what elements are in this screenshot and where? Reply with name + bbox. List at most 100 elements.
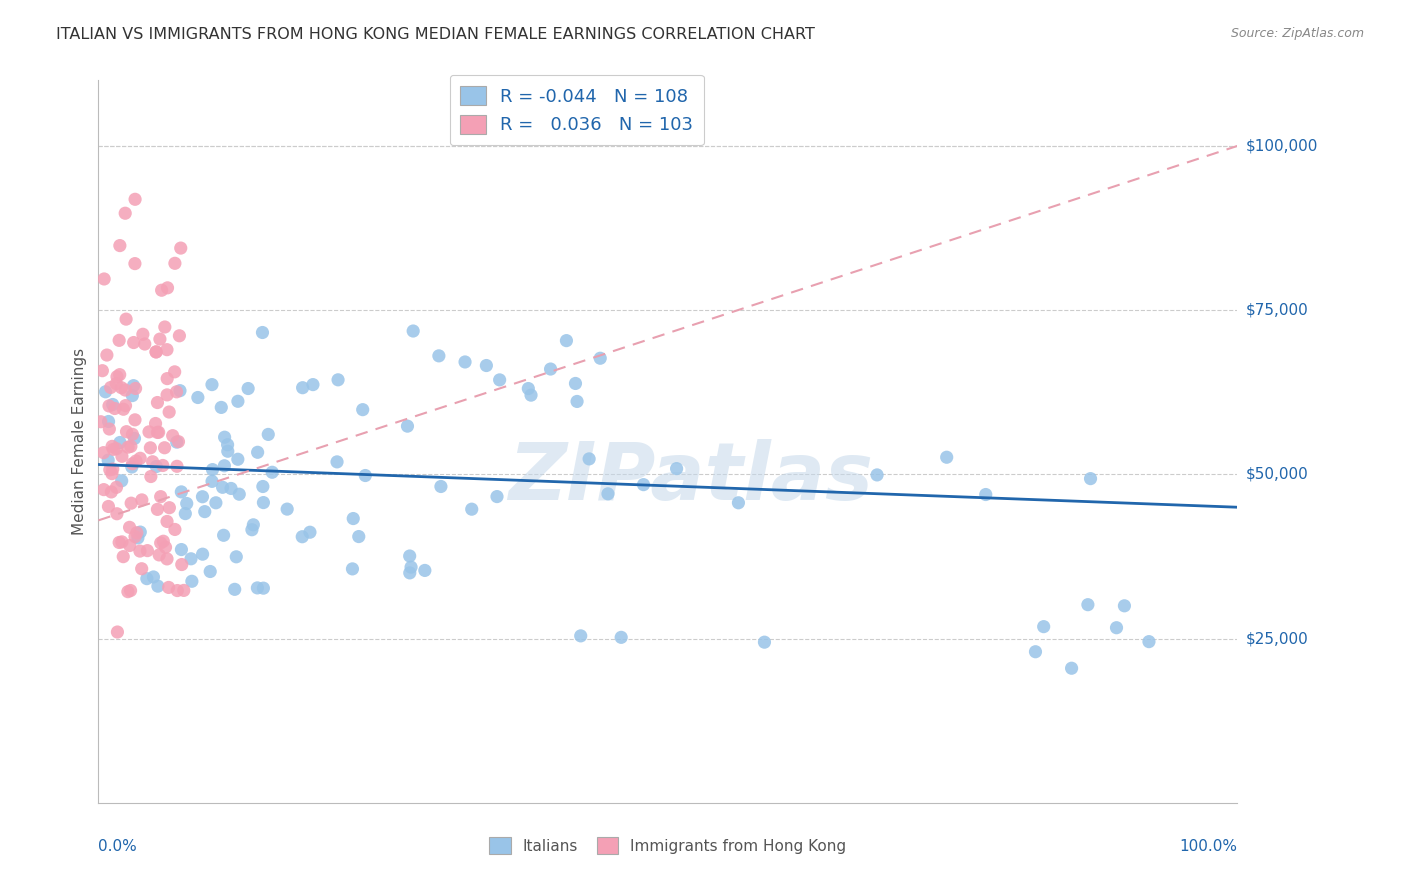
Point	[100, 380, 122, 394]
Text: ITALIAN VS IMMIGRANTS FROM HONG KONG MEDIAN FEMALE EARNINGS CORRELATION CHART: ITALIAN VS IMMIGRANTS FROM HONG KONG MED…	[56, 27, 815, 42]
Point	[124, 413, 146, 427]
Point	[564, 376, 586, 391]
Point	[201, 475, 224, 489]
Point	[97, 415, 120, 429]
Point	[131, 562, 153, 576]
Point	[111, 474, 134, 488]
Point	[108, 368, 131, 382]
Point	[114, 399, 136, 413]
Point	[866, 467, 889, 482]
Point	[125, 454, 148, 468]
Y-axis label: Median Female Earnings: Median Female Earnings	[72, 348, 87, 535]
Point	[101, 462, 124, 476]
Point	[115, 425, 138, 439]
Point	[170, 484, 193, 499]
Point	[352, 402, 374, 417]
Point	[252, 326, 274, 340]
Point	[1105, 621, 1128, 635]
Point	[326, 455, 349, 469]
Point	[191, 490, 214, 504]
Point	[105, 480, 128, 494]
Point	[169, 384, 191, 398]
Point	[149, 536, 172, 550]
Point	[569, 629, 592, 643]
Point	[201, 377, 224, 392]
Point	[93, 483, 115, 497]
Point	[1114, 599, 1136, 613]
Point	[115, 312, 138, 326]
Point	[555, 334, 578, 348]
Point	[610, 631, 633, 645]
Point	[101, 397, 124, 411]
Point	[98, 463, 121, 477]
Point	[155, 541, 177, 555]
Point	[108, 535, 131, 549]
Point	[520, 388, 543, 402]
Point	[246, 445, 269, 459]
Point	[129, 525, 152, 540]
Point	[146, 579, 169, 593]
Point	[347, 530, 370, 544]
Point	[139, 469, 162, 483]
Point	[146, 395, 169, 409]
Point	[475, 359, 498, 373]
Point	[121, 427, 143, 442]
Point	[97, 453, 120, 467]
Point	[153, 441, 176, 455]
Point	[1080, 472, 1102, 486]
Point	[209, 401, 232, 415]
Point	[120, 583, 142, 598]
Point	[194, 505, 217, 519]
Point	[166, 384, 188, 399]
Point	[754, 635, 776, 649]
Point	[93, 272, 115, 286]
Point	[149, 490, 172, 504]
Point	[114, 206, 136, 220]
Point	[461, 502, 484, 516]
Point	[1024, 645, 1046, 659]
Point	[127, 531, 149, 545]
Point	[138, 425, 160, 439]
Point	[214, 458, 236, 473]
Point	[101, 439, 124, 453]
Point	[96, 348, 118, 362]
Point	[212, 528, 235, 542]
Point	[111, 450, 134, 464]
Point	[121, 457, 143, 471]
Point	[540, 362, 562, 376]
Point	[103, 442, 125, 457]
Point	[1137, 634, 1160, 648]
Point	[302, 377, 325, 392]
Point	[257, 427, 280, 442]
Point	[246, 581, 269, 595]
Point	[226, 394, 249, 409]
Point	[180, 551, 202, 566]
Point	[132, 327, 155, 342]
Text: Source: ZipAtlas.com: Source: ZipAtlas.com	[1230, 27, 1364, 40]
Point	[225, 549, 247, 564]
Point	[98, 422, 121, 436]
Point	[124, 192, 146, 206]
Point	[110, 381, 132, 395]
Text: $100,000: $100,000	[1246, 138, 1317, 153]
Point	[145, 459, 167, 474]
Point	[205, 496, 228, 510]
Text: $75,000: $75,000	[1246, 302, 1309, 318]
Point	[427, 349, 450, 363]
Point	[1077, 598, 1099, 612]
Point	[633, 477, 655, 491]
Point	[156, 281, 179, 295]
Point	[98, 399, 121, 413]
Point	[163, 365, 186, 379]
Point	[226, 452, 249, 467]
Point	[111, 534, 134, 549]
Point	[219, 482, 242, 496]
Point	[242, 517, 264, 532]
Point	[517, 382, 540, 396]
Point	[97, 500, 120, 514]
Point	[156, 515, 179, 529]
Point	[121, 388, 143, 402]
Point	[136, 543, 159, 558]
Point	[94, 384, 117, 399]
Point	[354, 468, 377, 483]
